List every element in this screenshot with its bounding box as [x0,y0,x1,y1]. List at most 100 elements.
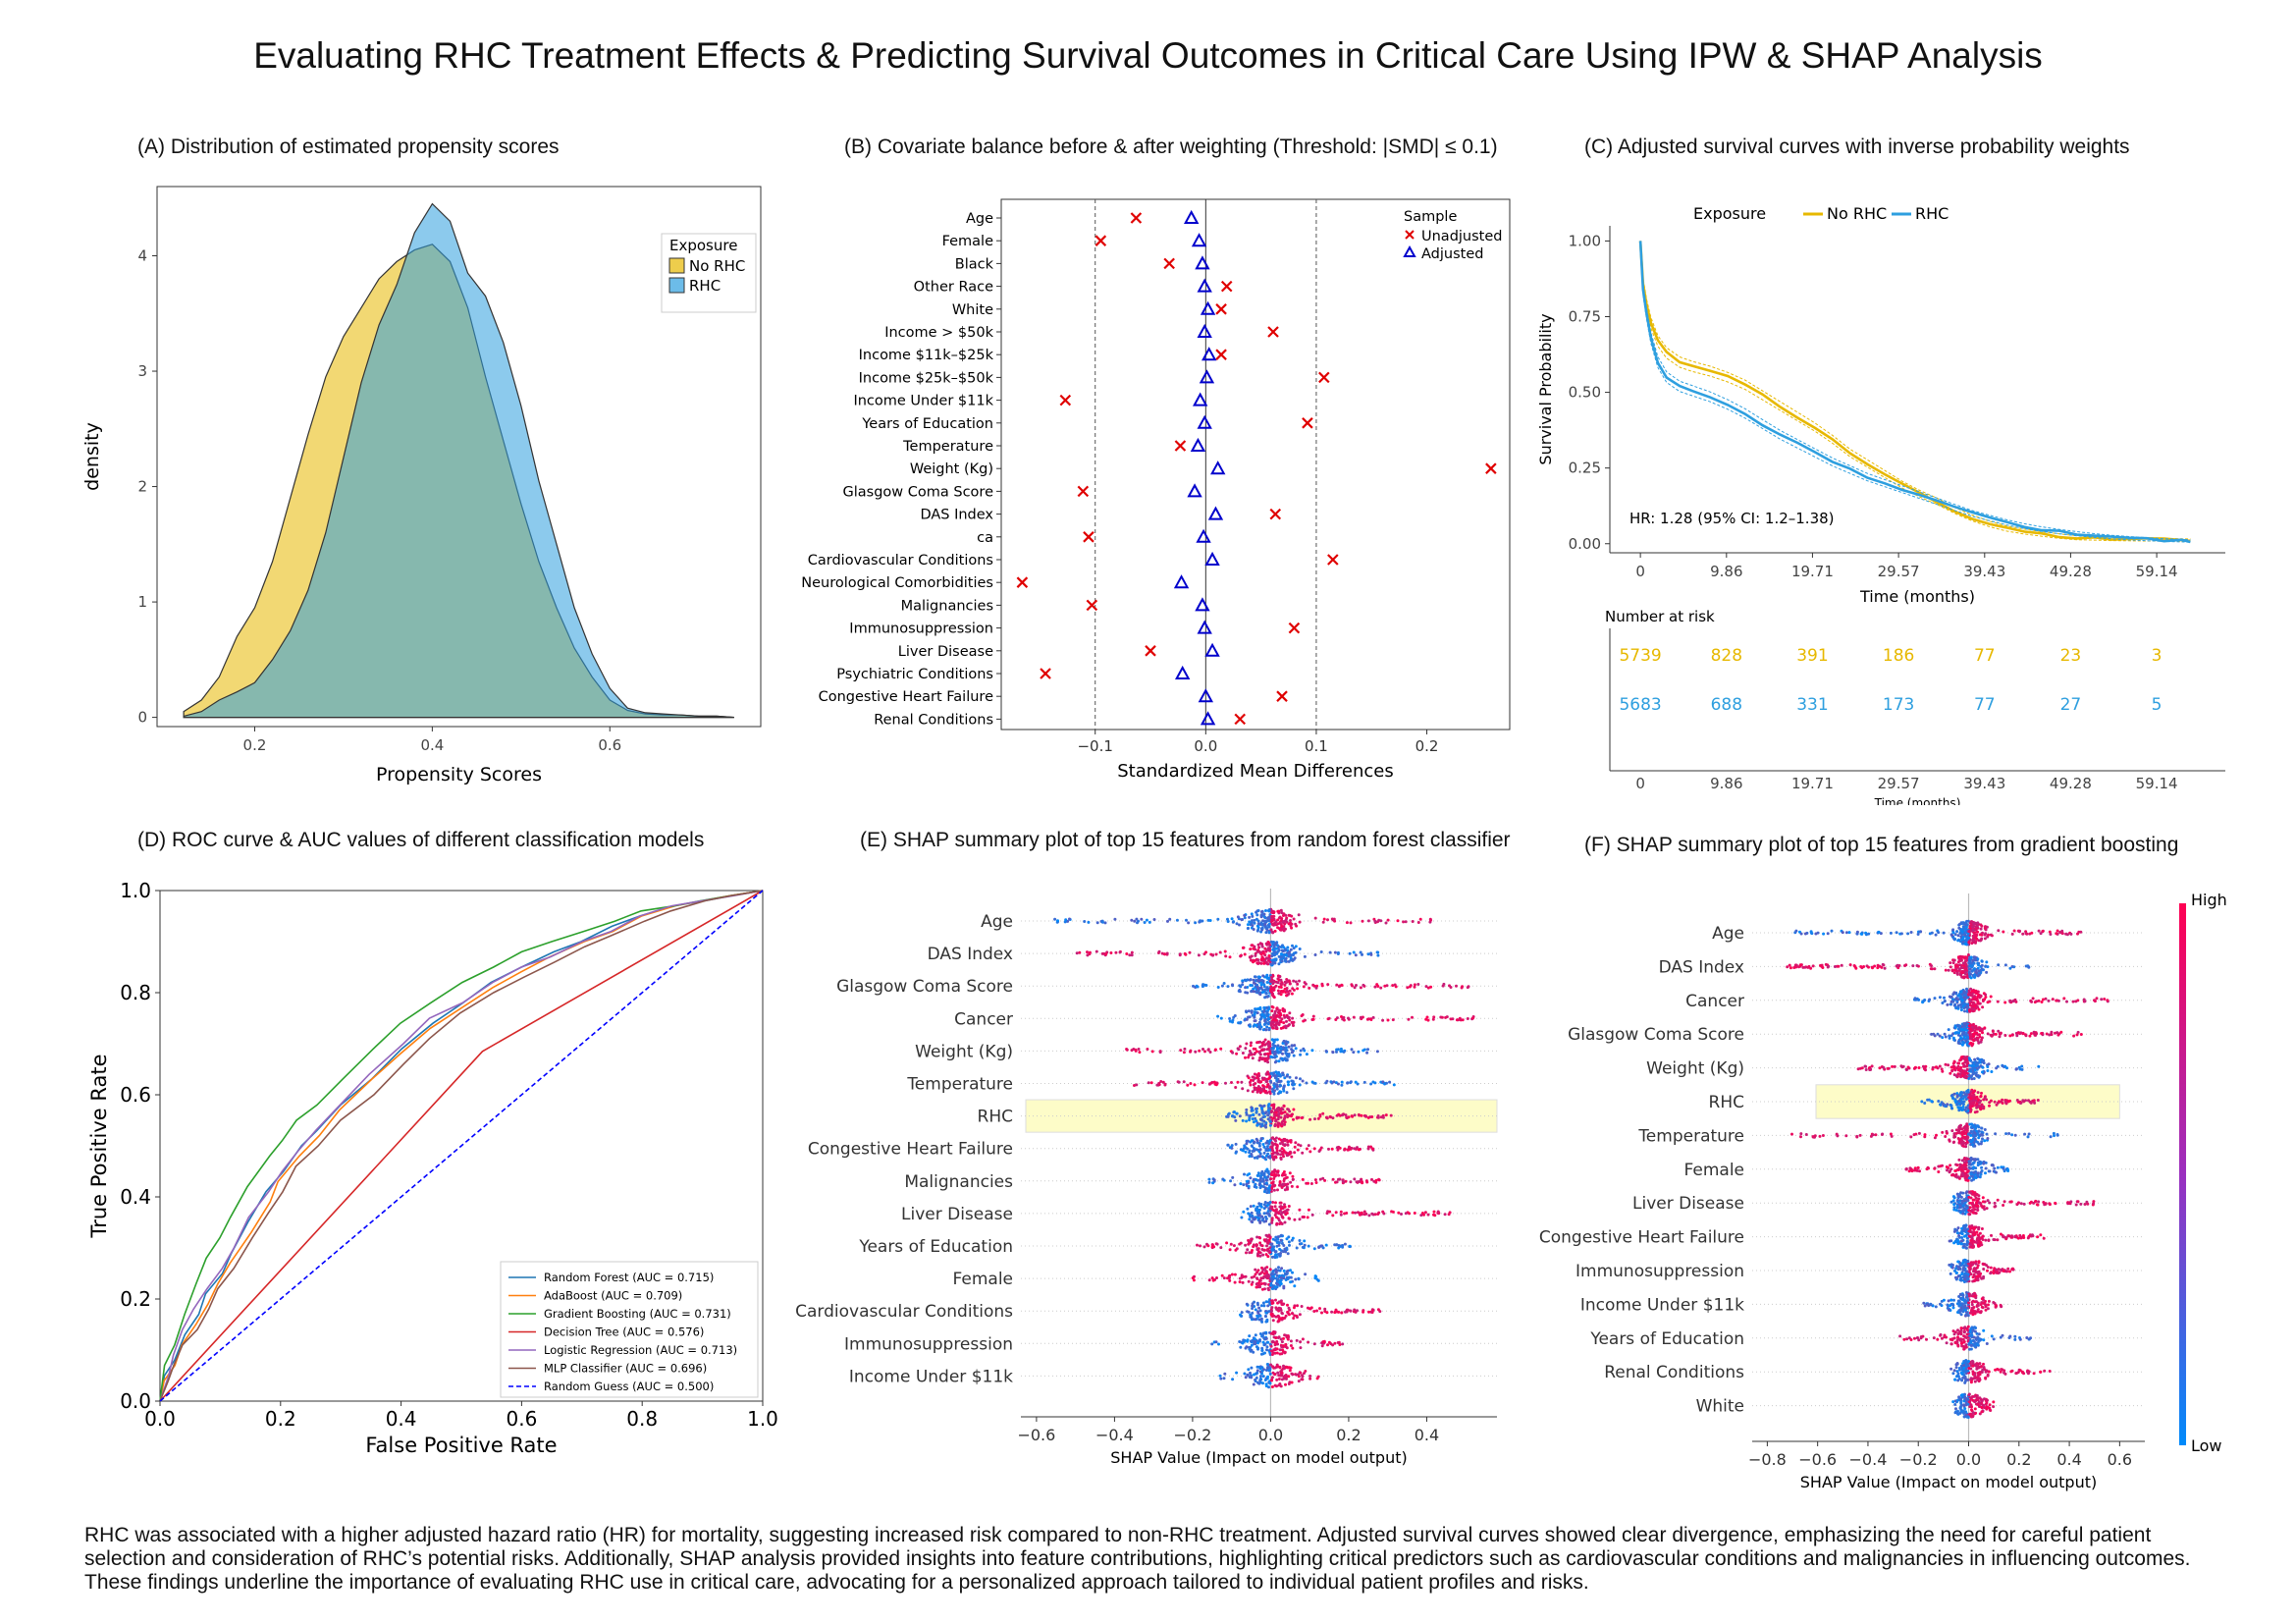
x-tick-label: 0.4 [420,736,444,754]
shap-points-female [1904,1156,2010,1182]
survival-curve-no-rhc [1638,241,2191,543]
feature-label: Immunosuppression [844,1334,1013,1354]
y-axis-label: density [81,422,103,491]
x-tick-label: 39.43 [1963,563,2005,580]
panel-e-title: (E) SHAP summary plot of top 15 features… [860,829,1511,851]
x-tick-label: 0.4 [1415,1426,1439,1444]
shap-points-years-of-education [1196,1233,1352,1260]
risk-x-axis-label: Time (months) [1874,796,1961,805]
covariate-label: Malignancies [901,598,993,614]
risk-x-tick-label: 19.71 [1791,775,1834,792]
feature-label: Congestive Heart Failure [1539,1228,1744,1248]
adjusted-point [1200,300,1216,315]
y-tick-label: 2 [137,478,147,496]
adjusted-point [1199,369,1215,384]
panel-b-balance-chart: Age Female Black Other Race White Income > $5… [801,198,1511,782]
covariate-label: DAS Index [920,508,993,523]
adjusted-point [1210,460,1226,475]
y-tick-label: 0.2 [120,1287,151,1311]
adjusted-point [1207,506,1224,520]
legend-box [500,1261,759,1398]
x-tick-label: 59.14 [2136,563,2178,580]
x-tick-label: 0.6 [506,1407,537,1431]
feature-label: Weight (Kg) [1646,1059,1744,1079]
legend-label-5: MLP Classifier (AUC = 0.696) [544,1362,707,1376]
feature-label: White [1696,1397,1744,1417]
colorbar [2179,903,2186,1445]
adjusted-point [1204,642,1220,657]
panel-c-survival-chart: 0 9.86 19.71 29.57 39.43 49.28 59.14 0.00 0.25 0.… [1536,204,2225,805]
shap-points-income-under-11k [1922,1291,2003,1318]
shap-points-immunosuppression [1210,1329,1345,1356]
x-axis-label: SHAP Value (Impact on model output) [1800,1473,2098,1491]
adjusted-point [1195,255,1210,270]
unadjusted-point [1077,485,1090,498]
plot-frame [1000,198,1511,731]
feature-label: Age [981,912,1013,932]
feature-label: Renal Conditions [1604,1363,1744,1382]
shap-points-female [1191,1266,1320,1292]
risk-count: 5739 [1619,646,1661,666]
feature-label: Income Under $11k [1580,1295,1744,1315]
feature-label: RHC [978,1108,1013,1127]
feature-label: Female [1684,1161,1744,1180]
x-tick-label: 49.28 [2050,563,2092,580]
adjusted-point [1197,620,1212,634]
x-tick-label: 0 [1635,563,1645,580]
shap-points-congestive-heart-failure [1948,1223,2046,1250]
legend-label-unadjusted: Unadjusted [1421,229,1502,244]
survival-ci-rhc [1639,241,2191,541]
unadjusted-point [1220,280,1233,293]
y-tick-label: 1.0 [120,879,151,902]
shap-points-cancer [1216,1004,1475,1032]
shap-points-income-under-11k [1218,1363,1320,1389]
feature-label: Female [953,1270,1013,1289]
legend-swatch [668,277,685,294]
legend-swatch [668,257,685,274]
unadjusted-point [1269,508,1282,520]
shap-points-age [1053,907,1432,935]
feature-label: Cancer [954,1009,1013,1029]
risk-count: 77 [1974,646,1996,666]
covariate-label: Weight (Kg) [910,461,993,477]
unadjusted-point [1095,235,1107,246]
unadjusted-point [1163,257,1175,270]
roc-curve-3 [159,890,764,1402]
summary-text: RHC was associated with a higher adjuste… [84,1524,2191,1594]
covariate-label: Income $25k–$50k [859,370,994,386]
adjusted-point [1193,392,1208,406]
x-tick-label: 0.0 [1258,1426,1283,1444]
risk-count: 77 [1974,695,1996,715]
adjusted-point [1197,414,1212,429]
x-tick-label: 0.0 [1956,1450,1981,1469]
shap-points-immunosuppression [1948,1258,2015,1283]
x-tick-label: 0.2 [1415,737,1439,755]
unadjusted-point [1318,371,1330,384]
feature-label: Years of Education [858,1237,1013,1257]
x-tick-label: 29.57 [1878,563,1920,580]
risk-count: 5 [2152,695,2163,715]
x-tick-label: 0.2 [243,736,267,754]
x-tick-label: 0.0 [144,1407,176,1431]
shap-points-cardiovascular-conditions [1239,1298,1382,1324]
unadjusted-point [1302,417,1313,429]
legend-label-1: RHC [1915,204,1949,223]
adjusted-point [1184,209,1200,224]
covariate-label: Renal Conditions [874,712,993,728]
plot-frame [159,890,764,1402]
covariate-label: Years of Education [861,416,993,432]
risk-x-tick-label: 0 [1635,775,1645,792]
feature-label: Glasgow Coma Score [836,977,1013,997]
risk-x-tick-label: 59.14 [2136,775,2178,792]
covariate-label: Black [955,256,994,272]
shap-points-weight-kg- [1125,1038,1379,1064]
legend-label-1: RHC [689,277,721,295]
shap-points-white [1951,1392,1996,1419]
unadjusted-point [1288,622,1301,634]
feature-label: DAS Index [1659,957,1744,977]
y-tick-label: 3 [137,362,147,380]
roc-curve-5 [159,890,764,1402]
covariate-label: Cardiovascular Conditions [808,553,993,568]
unadjusted-point [1485,462,1497,474]
feature-label: Immunosuppression [1575,1262,1744,1281]
